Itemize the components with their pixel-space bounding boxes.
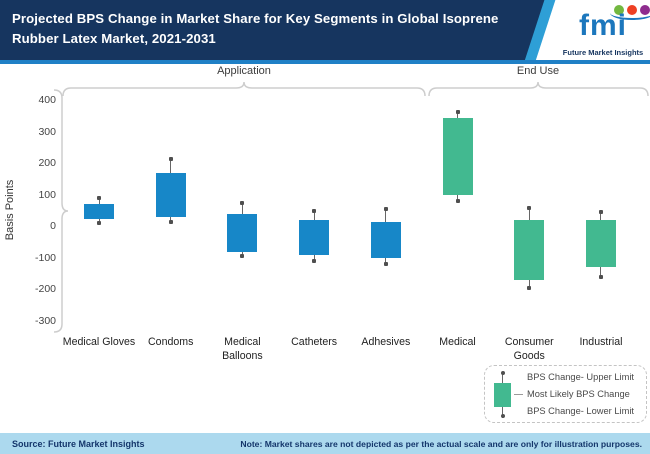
legend-item-lower-limit: BPS Change- Lower Limit xyxy=(527,406,634,416)
most-likely-range-box xyxy=(442,117,473,195)
logo-dot-purple xyxy=(640,5,650,15)
upper-limit-marker xyxy=(168,156,173,161)
end-use-brace xyxy=(428,81,649,97)
x-axis-label: Catheters xyxy=(291,336,338,348)
logo-dots xyxy=(614,5,650,15)
y-tick-label: -300 xyxy=(34,314,56,327)
legend-item-most-likely: Most Likely BPS Change xyxy=(527,389,630,399)
x-axis-label: Condoms xyxy=(148,336,194,348)
upper-limit-marker xyxy=(240,200,245,205)
y-tick-label: 100 xyxy=(38,188,56,201)
footer-bar: Source: Future Market Insights Note: Mar… xyxy=(0,433,650,454)
legend-connector-line xyxy=(514,394,523,395)
logo-caption: Future Market Insights xyxy=(562,48,644,57)
header-bar: Projected BPS Change in Market Share for… xyxy=(0,0,650,64)
legend: BPS Change- Upper Limit Most Likely BPS … xyxy=(484,365,647,423)
lower-limit-marker xyxy=(527,285,532,290)
lower-limit-marker xyxy=(97,221,101,226)
x-axis-label: Adhesives xyxy=(361,336,411,348)
application-brace xyxy=(62,81,426,97)
fmi-logo: fmi Future Market Insights xyxy=(520,0,650,60)
upper-limit-marker xyxy=(97,196,101,201)
most-likely-range-box xyxy=(370,221,401,258)
note-text: Note: Market shares are not depicted as … xyxy=(240,438,642,449)
upper-limit-marker xyxy=(312,208,317,213)
most-likely-range-box xyxy=(227,213,258,252)
logo-dot-orange xyxy=(627,5,637,15)
most-likely-range-box xyxy=(585,220,616,268)
lower-limit-marker xyxy=(240,254,245,259)
lower-limit-marker xyxy=(168,219,173,224)
x-axis-label: Industrial xyxy=(579,336,623,348)
logo-content: fmi Future Market Insights xyxy=(558,2,650,60)
y-tick-label: 200 xyxy=(38,157,56,169)
most-likely-range-box xyxy=(514,220,545,281)
legend-item-upper-limit: BPS Change- Upper Limit xyxy=(527,372,634,382)
most-likely-range-box xyxy=(299,220,330,255)
upper-limit-marker xyxy=(383,207,388,212)
lower-limit-marker xyxy=(598,274,603,279)
y-tick-label: 0 xyxy=(50,220,56,232)
most-likely-range-box xyxy=(84,204,114,219)
legend-upper-cap xyxy=(500,371,505,375)
x-axis-label: Medical Balloons xyxy=(222,336,263,362)
logo-dot-green xyxy=(614,5,624,15)
y-tick-label: -100 xyxy=(34,251,56,264)
group-label-end-use: End Use xyxy=(516,65,560,77)
lower-limit-marker xyxy=(383,262,388,267)
group-label-application: Application xyxy=(217,65,271,77)
legend-lower-cap xyxy=(500,414,505,418)
x-axis-label: Consumer Goods xyxy=(504,336,554,362)
lower-limit-marker xyxy=(455,199,460,204)
x-axis-label: Medical xyxy=(439,336,476,348)
y-tick-label: 300 xyxy=(38,125,56,138)
y-axis-brace xyxy=(53,89,69,333)
page-title: Projected BPS Change in Market Share for… xyxy=(12,11,499,47)
x-axis-label: Medical Gloves xyxy=(62,336,136,348)
plot-area: Application End Use Basis Points 400 300 2… xyxy=(0,64,650,433)
legend-box-swatch xyxy=(494,383,511,407)
source-text: Source: Future Market Insights xyxy=(12,438,145,449)
y-tick-label: -200 xyxy=(34,283,56,295)
upper-limit-marker xyxy=(455,109,460,114)
lower-limit-marker xyxy=(312,259,317,264)
y-axis-title: Basis Points xyxy=(4,179,16,241)
upper-limit-marker xyxy=(598,210,603,215)
logo-text: fmi xyxy=(579,9,627,42)
most-likely-range-box xyxy=(155,172,186,218)
upper-limit-marker xyxy=(527,205,532,210)
logo-swoosh xyxy=(610,6,650,20)
y-tick-label: 400 xyxy=(38,94,56,106)
